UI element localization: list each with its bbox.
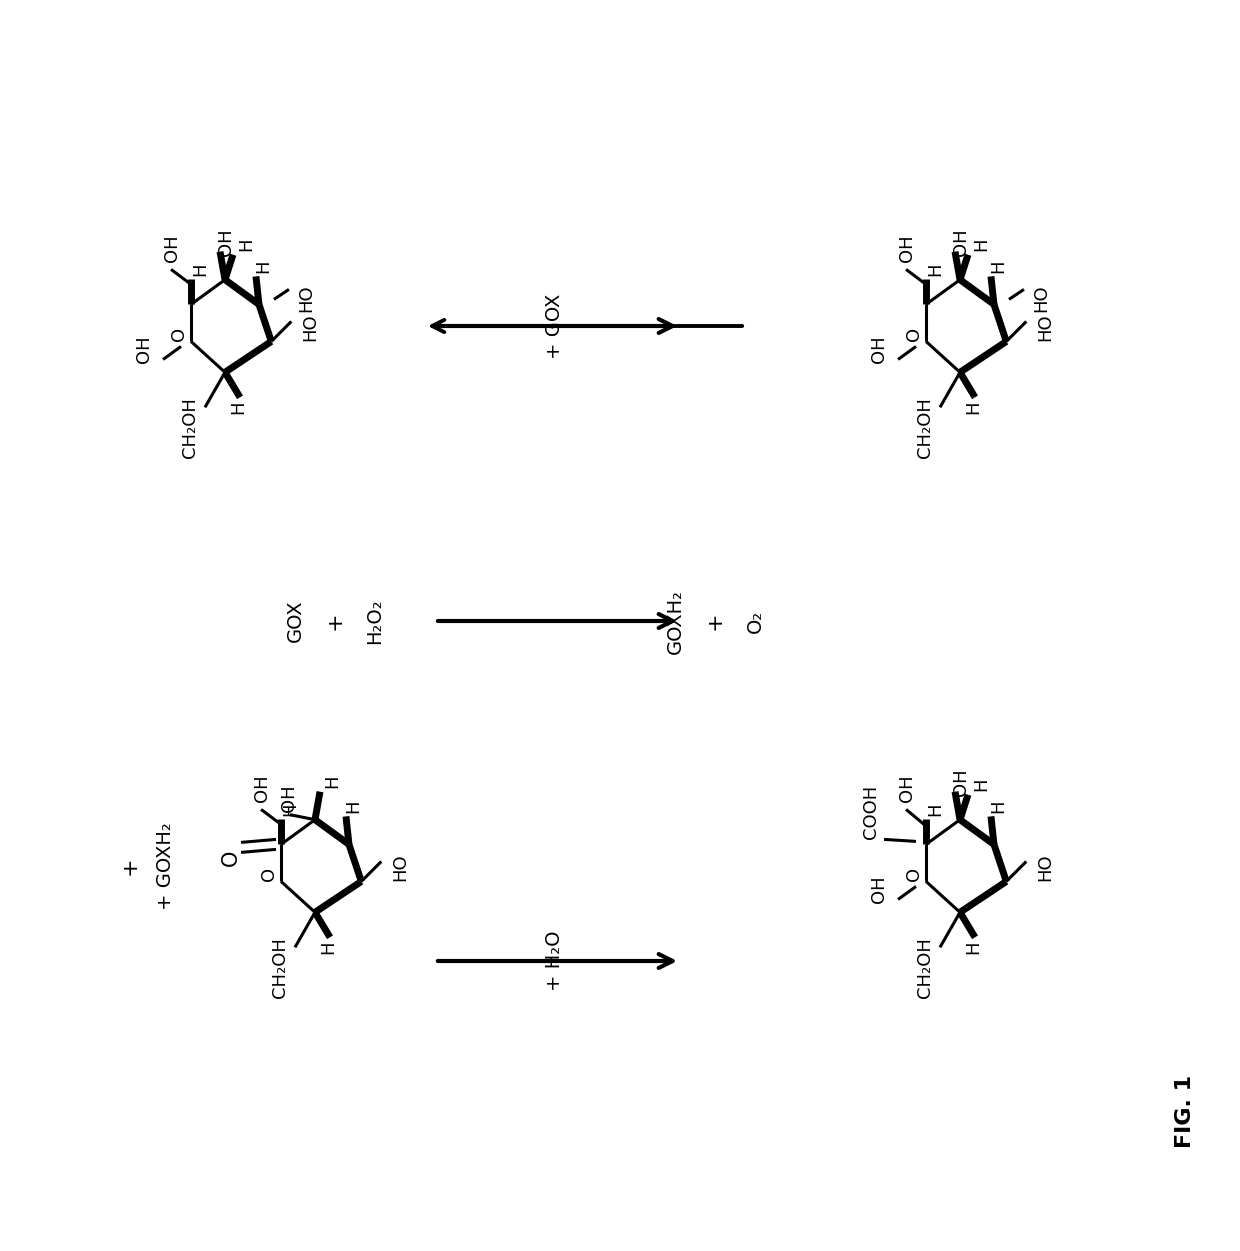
Text: H₂O₂: H₂O₂ <box>366 598 384 644</box>
Text: H: H <box>972 778 990 792</box>
Text: HO: HO <box>296 284 315 311</box>
Text: O: O <box>260 867 278 882</box>
Text: OH: OH <box>952 228 970 255</box>
Text: OH: OH <box>280 784 298 812</box>
Text: H: H <box>963 941 982 955</box>
Text: H: H <box>926 803 944 816</box>
Text: H: H <box>229 400 247 414</box>
Text: O₂: O₂ <box>745 609 765 633</box>
Text: CH₂OH: CH₂OH <box>916 937 934 998</box>
Text: H: H <box>319 941 337 955</box>
Text: FIG. 1: FIG. 1 <box>1176 1075 1195 1147</box>
Text: + H₂O: + H₂O <box>546 931 564 991</box>
Text: H: H <box>322 774 341 788</box>
Text: O: O <box>905 867 923 882</box>
Text: H: H <box>254 260 272 273</box>
Text: +: + <box>120 857 140 876</box>
Text: OH: OH <box>952 768 970 796</box>
Text: OH: OH <box>870 876 888 903</box>
Text: OH: OH <box>253 774 272 802</box>
Text: CH₂OH: CH₂OH <box>272 937 289 998</box>
Text: HO: HO <box>1037 853 1054 881</box>
Text: CH₂OH: CH₂OH <box>916 397 934 458</box>
Text: HO: HO <box>392 853 409 881</box>
Text: OH: OH <box>217 228 236 255</box>
Text: + GOXH₂: + GOXH₂ <box>155 822 175 909</box>
Text: H: H <box>926 263 944 276</box>
Text: H: H <box>990 260 1007 273</box>
Text: H: H <box>343 799 362 813</box>
Text: OH: OH <box>135 335 153 364</box>
Text: + GOX: + GOX <box>546 293 564 359</box>
Text: O: O <box>221 849 241 866</box>
Text: H: H <box>281 803 299 816</box>
Text: HO: HO <box>1037 314 1054 342</box>
Text: HO: HO <box>301 314 320 342</box>
Text: H: H <box>237 238 255 251</box>
Text: OH: OH <box>870 335 888 364</box>
Text: OH: OH <box>898 774 916 802</box>
Text: H: H <box>963 400 982 414</box>
Text: GOXH₂: GOXH₂ <box>666 588 684 653</box>
Text: HO: HO <box>1032 284 1050 311</box>
Text: GOX: GOX <box>285 599 305 642</box>
Text: OH: OH <box>898 235 916 263</box>
Text: O: O <box>170 328 188 342</box>
Text: OH: OH <box>162 235 181 263</box>
Text: COOH: COOH <box>862 786 880 839</box>
Text: +: + <box>706 612 725 631</box>
Text: H: H <box>191 263 210 276</box>
Text: H: H <box>990 799 1007 813</box>
Text: O: O <box>905 328 923 342</box>
Text: CH₂OH: CH₂OH <box>181 397 198 458</box>
Text: +: + <box>325 612 345 631</box>
Text: H: H <box>972 238 990 251</box>
